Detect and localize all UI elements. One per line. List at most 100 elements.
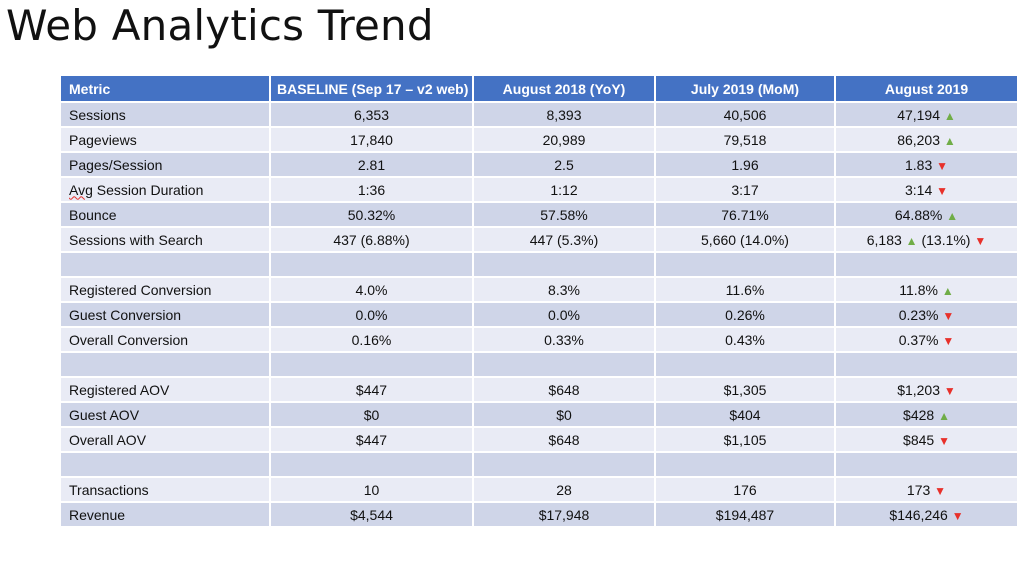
metric-name: Registered AOV	[59, 376, 271, 403]
mom-value: 0.26%	[654, 301, 836, 328]
empty-cell	[834, 351, 1019, 378]
current-cell: $845 ▼	[834, 426, 1019, 453]
baseline-value: 50.32%	[269, 201, 474, 228]
baseline-value: $447	[269, 426, 474, 453]
metric-name: Revenue	[59, 501, 271, 528]
metric-name: Pageviews	[59, 126, 271, 153]
current-cell: 173 ▼	[834, 476, 1019, 503]
current-cell: 3:14 ▼	[834, 176, 1019, 203]
yoy-value: $17,948	[472, 501, 656, 528]
empty-cell	[269, 451, 474, 478]
yoy-value: 8.3%	[472, 276, 656, 303]
baseline-value: $0	[269, 401, 474, 428]
current-cell: $1,203 ▼	[834, 376, 1019, 403]
empty-cell	[59, 451, 271, 478]
empty-cell	[59, 251, 271, 278]
down-arrow-icon: ▼	[936, 183, 949, 198]
page-title: Web Analytics Trend	[6, 1, 434, 50]
down-arrow-icon: ▼	[938, 433, 950, 448]
current-value: 11.8%	[899, 281, 938, 298]
metric-name: Pages/Session	[59, 151, 271, 178]
current-value: 3:14	[904, 181, 933, 198]
yoy-value: 28	[472, 476, 656, 503]
current-cell: 47,194 ▲	[834, 101, 1019, 128]
empty-cell	[472, 451, 656, 478]
header-current: August 2019	[834, 74, 1019, 103]
current-cell: 6,183 ▲ (13.1%) ▼	[834, 226, 1019, 253]
mom-value: 40,506	[654, 101, 836, 128]
current-value: 0.23%	[898, 306, 939, 323]
up-arrow-icon: ▲	[941, 283, 954, 298]
header-yoy: August 2018 (YoY)	[472, 74, 656, 103]
current-value: $845	[903, 431, 935, 448]
current-cell: $428 ▲	[834, 401, 1019, 428]
table-row: Overall Conversion 0.16% 0.33% 0.43% 0.3…	[59, 326, 1019, 353]
down-arrow-icon: ▼	[974, 233, 987, 248]
yoy-value: 8,393	[472, 101, 656, 128]
spellcheck-word: Avg	[69, 181, 93, 198]
yoy-value: 1:12	[472, 176, 656, 203]
analytics-table: Metric BASELINE (Sep 17 – v2 web) August…	[59, 74, 1019, 528]
current-value: 173	[906, 481, 931, 498]
current-value: 47,194	[897, 106, 941, 123]
down-arrow-icon: ▼	[943, 383, 956, 398]
metric-name: Overall AOV	[59, 426, 271, 453]
metric-name: Bounce	[59, 201, 271, 228]
table-row: Overall AOV $447 $648 $1,105 $845 ▼	[59, 426, 1019, 453]
table-row: Registered Conversion 4.0% 8.3% 11.6% 11…	[59, 276, 1019, 303]
metric-name: Avg Session Duration	[59, 176, 271, 203]
empty-cell	[269, 251, 474, 278]
up-arrow-icon: ▲	[943, 133, 956, 148]
yoy-value: $0	[472, 401, 656, 428]
table-row: Transactions 10 28 176 173 ▼	[59, 476, 1019, 503]
mom-value: $194,487	[654, 501, 836, 528]
yoy-value: 0.0%	[472, 301, 656, 328]
baseline-value: 17,840	[269, 126, 474, 153]
empty-cell	[834, 251, 1019, 278]
yoy-value: 0.33%	[472, 326, 656, 353]
table-row: Guest AOV $0 $0 $404 $428 ▲	[59, 401, 1019, 428]
baseline-value: 10	[269, 476, 474, 503]
mom-value: $1,305	[654, 376, 836, 403]
table-header-row: Metric BASELINE (Sep 17 – v2 web) August…	[59, 74, 1019, 103]
baseline-value: 437 (6.88%)	[269, 226, 474, 253]
baseline-value: 0.16%	[269, 326, 474, 353]
current-value: 1.83	[904, 156, 933, 173]
mom-value: 5,660 (14.0%)	[654, 226, 836, 253]
spacer-row	[59, 351, 1019, 378]
metric-name: Sessions with Search	[59, 226, 271, 253]
metric-name-rest: Session Duration	[92, 181, 204, 198]
baseline-value: 6,353	[269, 101, 474, 128]
current-cell: 86,203 ▲	[834, 126, 1019, 153]
empty-cell	[472, 351, 656, 378]
metric-name: Sessions	[59, 101, 271, 128]
mom-value: 0.43%	[654, 326, 836, 353]
current-cell: 1.83 ▼	[834, 151, 1019, 178]
empty-cell	[654, 451, 836, 478]
mom-value: 1.96	[654, 151, 836, 178]
table-row: Registered AOV $447 $648 $1,305 $1,203 ▼	[59, 376, 1019, 403]
current-cell: $146,246 ▼	[834, 501, 1019, 528]
baseline-value: 4.0%	[269, 276, 474, 303]
metric-name: Overall Conversion	[59, 326, 271, 353]
up-arrow-icon: ▲	[946, 208, 959, 223]
yoy-value: 20,989	[472, 126, 656, 153]
baseline-value: $447	[269, 376, 474, 403]
table-row: Sessions with Search 437 (6.88%) 447 (5.…	[59, 226, 1019, 253]
table-row: Sessions 6,353 8,393 40,506 47,194 ▲	[59, 101, 1019, 128]
empty-cell	[654, 351, 836, 378]
yoy-value: 2.5	[472, 151, 656, 178]
yoy-value: $648	[472, 376, 656, 403]
current-cell: 0.23% ▼	[834, 301, 1019, 328]
mom-value: 3:17	[654, 176, 836, 203]
current-value: 6,183	[866, 231, 902, 248]
current-value: $146,246	[889, 506, 948, 523]
current-share: (13.1%)	[921, 231, 971, 248]
up-arrow-icon: ▲	[943, 108, 956, 123]
up-arrow-icon: ▲	[938, 408, 950, 423]
mom-value: 11.6%	[654, 276, 836, 303]
mom-value: 79,518	[654, 126, 836, 153]
current-value: 0.37%	[898, 331, 939, 348]
header-metric: Metric	[59, 74, 271, 103]
down-arrow-icon: ▼	[942, 333, 955, 348]
